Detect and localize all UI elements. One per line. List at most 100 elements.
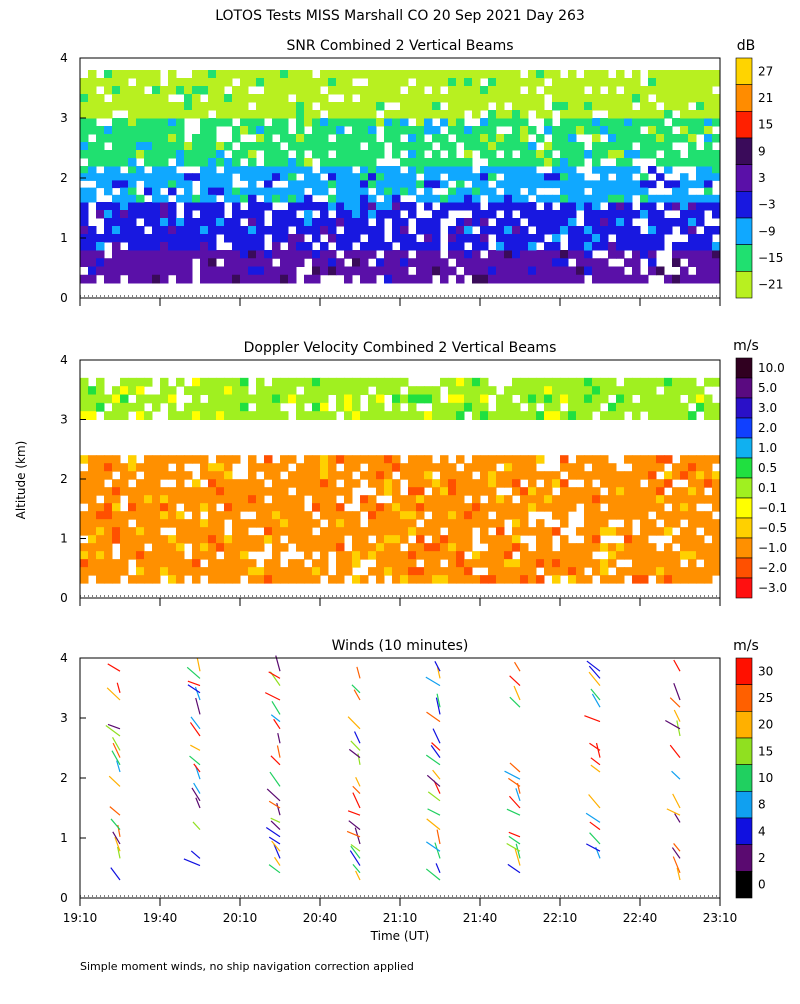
heatmap-cell (680, 70, 689, 79)
heatmap-cell (216, 386, 225, 396)
x-tick-label: 21:10 (383, 911, 418, 925)
heatmap-cell (176, 543, 185, 552)
heatmap-cell (144, 559, 153, 568)
heatmap-cell (664, 527, 673, 536)
heatmap-cell (272, 519, 281, 528)
heatmap-cell (344, 567, 353, 576)
heatmap-cell (560, 543, 569, 552)
wind-barb (589, 821, 601, 831)
heatmap-cell (536, 234, 545, 243)
heatmap-cell (288, 559, 297, 568)
heatmap-cell (456, 242, 465, 251)
heatmap-cell (608, 411, 617, 420)
heatmap-cell (304, 455, 313, 464)
heatmap-cell (376, 471, 385, 480)
heatmap-cell (208, 394, 217, 404)
heatmap-cell (592, 471, 601, 480)
heatmap-cell (520, 503, 529, 512)
heatmap-cell (144, 218, 153, 227)
heatmap-cell (512, 126, 521, 135)
heatmap-cell (696, 242, 705, 251)
wind-barb (106, 687, 121, 701)
heatmap-cell (584, 575, 593, 584)
heatmap-cell (88, 559, 97, 568)
heatmap-cell (96, 402, 105, 412)
heatmap-cell (336, 126, 345, 135)
y-tick-label: 1 (60, 231, 68, 245)
heatmap-cell (176, 110, 185, 119)
heatmap-cell (264, 126, 273, 135)
heatmap-cell (520, 471, 529, 480)
heatmap-cell (96, 394, 105, 404)
heatmap-cell (648, 394, 657, 404)
colorbar-label: 27 (758, 64, 773, 78)
heatmap-cell (256, 511, 265, 520)
heatmap-cell (272, 479, 281, 488)
heatmap-cell (256, 70, 265, 79)
heatmap-cell (688, 126, 697, 135)
heatmap-cell (232, 258, 241, 267)
heatmap-cell (104, 210, 113, 219)
heatmap-cell (696, 386, 705, 396)
heatmap-cell (176, 194, 185, 203)
heatmap-cell (104, 202, 113, 211)
heatmap-cell (288, 511, 297, 520)
heatmap-cell (152, 218, 161, 227)
heatmap-cell (120, 142, 129, 151)
heatmap-cell (440, 202, 449, 211)
heatmap-cell (512, 86, 521, 95)
heatmap-cell (640, 134, 649, 143)
heatmap-cell (200, 471, 209, 480)
heatmap-cell (312, 250, 321, 259)
heatmap-cell (352, 187, 361, 196)
heatmap-cell (672, 258, 681, 267)
heatmap-cell (272, 158, 281, 167)
heatmap-cell (352, 455, 361, 464)
heatmap-cell (200, 202, 209, 211)
heatmap-cell (216, 218, 225, 227)
heatmap-cell (88, 527, 97, 536)
heatmap-cell (368, 455, 377, 464)
heatmap-cell (424, 234, 433, 243)
heatmap-cell (408, 234, 417, 243)
heatmap-cell (608, 479, 617, 488)
heatmap-cell (480, 377, 489, 387)
heatmap-cell (224, 166, 233, 174)
heatmap-cell (400, 394, 409, 404)
heatmap-cell (704, 110, 713, 119)
heatmap-cell (504, 210, 513, 219)
heatmap-cell (680, 487, 689, 496)
heatmap-cell (264, 559, 273, 568)
heatmap-cell (272, 495, 281, 504)
colorbar-label: 21 (758, 91, 773, 105)
heatmap-cell (248, 519, 257, 528)
heatmap-cell (520, 575, 529, 584)
heatmap-cell (216, 226, 225, 235)
heatmap-cell (80, 218, 89, 227)
heatmap-cell (352, 250, 361, 259)
heatmap-cell (608, 551, 617, 560)
heatmap-cell (456, 134, 465, 143)
heatmap-cell (152, 166, 161, 174)
heatmap-cell (464, 471, 473, 480)
heatmap-cell (416, 250, 425, 259)
heatmap-cell (368, 126, 377, 135)
heatmap-cell (288, 567, 297, 576)
heatmap-cell (280, 134, 289, 143)
heatmap-cell (248, 226, 257, 235)
heatmap-cell (296, 519, 305, 528)
heatmap-cell (208, 150, 217, 159)
heatmap-cell (576, 487, 585, 496)
heatmap-cell (416, 180, 425, 189)
heatmap-cell (320, 258, 329, 267)
colorbar-units: m/s (733, 638, 759, 654)
heatmap-cell (336, 180, 345, 189)
heatmap-cell (408, 519, 417, 528)
heatmap-cell (392, 567, 401, 576)
heatmap-cell (128, 94, 137, 103)
heatmap-cell (256, 110, 265, 119)
heatmap-cell (368, 242, 377, 251)
heatmap-cell (336, 559, 345, 568)
heatmap-cell (264, 266, 273, 276)
heatmap-cell (560, 150, 569, 159)
